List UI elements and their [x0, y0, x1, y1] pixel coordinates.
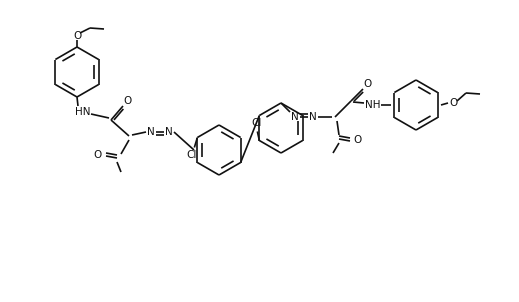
Text: O: O	[364, 79, 372, 89]
Text: O: O	[94, 150, 102, 160]
Text: N: N	[147, 127, 155, 137]
Text: NH: NH	[365, 100, 381, 110]
Text: Cl: Cl	[186, 149, 197, 159]
Text: N: N	[291, 112, 299, 122]
Text: N: N	[309, 112, 317, 122]
Text: O: O	[73, 31, 81, 41]
Text: Cl: Cl	[251, 118, 262, 128]
Text: O: O	[354, 135, 362, 145]
Text: O: O	[124, 96, 132, 106]
Text: N: N	[165, 127, 173, 137]
Text: O: O	[450, 98, 458, 108]
Text: HN: HN	[75, 107, 91, 117]
